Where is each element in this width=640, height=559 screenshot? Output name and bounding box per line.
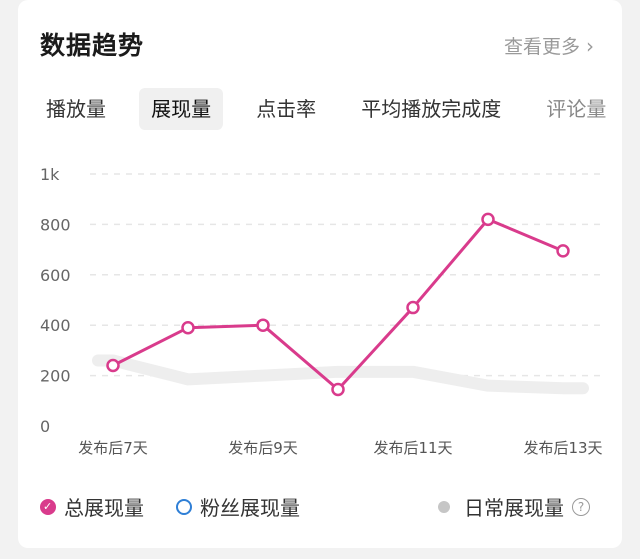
- y-tick-label: 400: [40, 316, 71, 335]
- data-point: [256, 318, 270, 332]
- x-tick-label: 发布后7天: [78, 439, 148, 457]
- y-tick-label: 1k: [40, 165, 60, 184]
- legend-total-label: 总展现量: [64, 496, 144, 520]
- data-point: [106, 358, 120, 373]
- chevron-right-icon: ›: [586, 33, 594, 58]
- gray-dot-icon: [438, 500, 450, 513]
- y-tick-label: 0: [40, 417, 50, 436]
- view-more-label: 查看更多: [503, 36, 580, 58]
- tab-ctr[interactable]: 点击率: [256, 97, 317, 121]
- y-tick-label: 200: [40, 367, 71, 386]
- x-tick-label: 发布后11天: [373, 439, 452, 457]
- y-tick-label: 800: [40, 215, 71, 234]
- data-point: [181, 320, 195, 335]
- data-point: [481, 212, 495, 227]
- legend-fans-label: 粉丝展现量: [200, 496, 300, 520]
- data-trend-card: 数据趋势 查看更多 › 播放量 展现量 点击率 平均播放完成度 评论量 0 200…: [18, 0, 622, 548]
- data-point: [556, 244, 570, 258]
- trend-line-chart: 0 200 400 600 800 1k 发布后7天 发布后9天 发布后11天 发布后13天: [40, 165, 603, 457]
- tab-plays[interactable]: 播放量: [46, 97, 106, 121]
- checked-dot-icon: [40, 498, 56, 515]
- section-title: 数据趋势: [40, 31, 145, 60]
- x-tick-label: 发布后13天: [523, 439, 602, 457]
- tab-avg-completion[interactable]: 平均播放完成度: [361, 97, 502, 121]
- tab-impressions[interactable]: 展现量: [139, 88, 224, 130]
- data-point: [331, 382, 345, 397]
- series-line-total: [112, 217, 564, 391]
- legend-fans[interactable]: 粉丝展现量: [176, 492, 300, 521]
- unchecked-dot-icon: [176, 498, 192, 515]
- data-point: [406, 300, 420, 315]
- tab-comments[interactable]: 评论量: [546, 97, 607, 121]
- legend-daily[interactable]: 日常展现量 ?: [438, 492, 590, 521]
- x-tick-label: 发布后9天: [228, 439, 298, 457]
- y-tick-label: 600: [40, 266, 71, 285]
- series-line-daily: [92, 354, 589, 395]
- help-icon[interactable]: ?: [572, 497, 590, 516]
- legend-total[interactable]: 总展现量: [40, 492, 144, 521]
- legend-daily-label: 日常展现量: [464, 496, 564, 520]
- metric-tabs: 播放量 展现量 点击率 平均播放完成度 评论量: [34, 88, 622, 132]
- chart-legend: 总展现量 粉丝展现量 日常展现量 ?: [18, 492, 622, 524]
- view-more-link[interactable]: 查看更多 ›: [504, 32, 594, 59]
